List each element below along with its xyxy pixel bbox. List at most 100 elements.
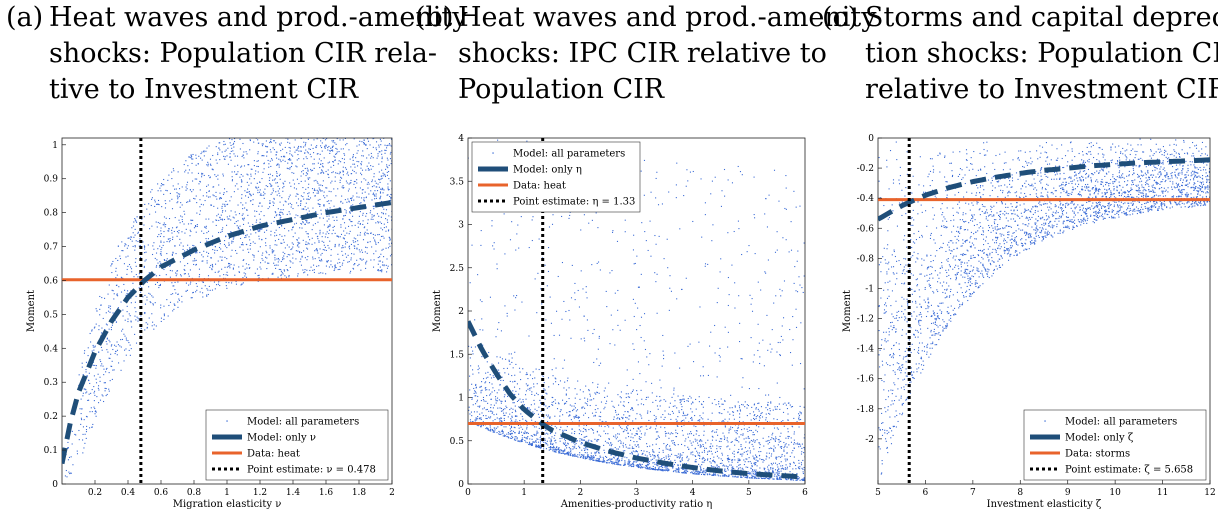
- model-only-line: [878, 157, 1210, 222]
- x-tick-label: 1.8: [352, 488, 367, 498]
- y-tick-label: 0: [52, 480, 58, 490]
- x-tick-label: 1: [224, 488, 230, 498]
- y-tick-label: -0.2: [857, 164, 874, 174]
- legend-entry: Data: heat: [247, 449, 300, 460]
- chart-panel-b: 0 1 2 3 4 5 600.511.522.533.54Amenities-produc…: [432, 134, 808, 510]
- y-tick-label: 3: [458, 221, 464, 231]
- legend-entry: Model: only η: [513, 165, 582, 176]
- x-tick-label: 6: [802, 488, 808, 498]
- x-axis-label: Migration elasticity ν: [173, 499, 282, 510]
- caption-c-line-2: tion shocks: Population CIR: [865, 38, 1218, 69]
- x-tick-label: 7: [970, 488, 976, 498]
- y-tick-label: -1.2: [857, 315, 874, 325]
- y-tick-label: 1: [52, 141, 58, 151]
- caption-b: (b) Heat waves and prod.-amenity shocks: …: [415, 0, 877, 108]
- legend-entry: Model: only ζ: [1065, 433, 1134, 444]
- x-axis-label: Amenities-productivity ratio η: [560, 499, 713, 510]
- caption-a-tag: (a): [6, 2, 44, 33]
- x-tick-label: 1.2: [253, 488, 267, 498]
- x-tick-label: 2: [577, 488, 583, 498]
- y-tick-label: -1.4: [857, 345, 875, 355]
- y-tick-label: 0.5: [450, 437, 465, 447]
- x-tick-label: 1: [521, 488, 527, 498]
- y-tick-label: 2: [458, 307, 464, 317]
- y-tick-label: -2: [865, 435, 874, 445]
- x-tick-label: 0.6: [154, 488, 169, 498]
- legend-entry: Data: storms: [1065, 449, 1130, 460]
- scatter-all-parameters: [878, 138, 1210, 475]
- legend-swatch-scatter: [492, 152, 494, 154]
- legend-entry: Point estimate: ζ = 5.658: [1065, 465, 1193, 476]
- scatter-all-parameters: [468, 138, 805, 482]
- y-tick-label: -1: [865, 284, 874, 294]
- y-tick-label: -1.6: [857, 375, 875, 385]
- caption-b-tag: (b): [415, 2, 454, 33]
- legend: Model: all parameters Model: only ζ Data: …: [1023, 409, 1207, 481]
- caption-c-tag: (c): [822, 2, 859, 33]
- y-tick-label: 0.7: [44, 243, 59, 253]
- caption-a-line-3: tive to Investment CIR: [49, 74, 359, 105]
- x-tick-label: 5: [746, 488, 752, 498]
- chart-panel-a: 0.2 0.4 0.6 0.8 1 1.2 1.4 1.6 1.8 2 0 0.1 0.2 0.3 0.4 0…: [26, 137, 395, 510]
- x-tick-label: 12: [1204, 488, 1215, 498]
- x-tick-label: 3: [634, 488, 640, 498]
- legend-entry: Point estimate: ν = 0.478: [247, 465, 376, 476]
- model-only-line: [468, 320, 805, 480]
- y-tick-label: 0.8: [44, 209, 59, 219]
- x-tick-label: 9: [1065, 488, 1071, 498]
- x-tick-label: 1.4: [286, 488, 301, 498]
- y-tick-label: 0.4: [44, 344, 59, 354]
- caption-a: (a) Heat waves and prod.-amenity shocks: …: [6, 0, 468, 108]
- y-axis-label: Moment: [26, 290, 37, 332]
- scatter-all-parameters: [64, 138, 392, 478]
- y-tick-label: 1: [458, 394, 464, 404]
- caption-b-line-3: Population CIR: [458, 74, 665, 105]
- y-tick-label: 1.5: [450, 350, 465, 360]
- x-tick-label: 0: [465, 488, 471, 498]
- y-tick-label: 0: [868, 134, 874, 144]
- legend-entry: Data: heat: [513, 181, 566, 192]
- plot-frame: [877, 137, 1211, 485]
- caption-c: (c)Storms and capital deprecia- tion sho…: [822, 0, 1218, 108]
- caption-a-line-2: shocks: Population CIR rela-: [49, 38, 437, 69]
- caption-b-line-1: Heat waves and prod.-amenity: [458, 2, 877, 33]
- y-tick-label: -0.8: [857, 254, 875, 264]
- y-tick-label: 0.3: [44, 378, 59, 388]
- x-tick-label: 0.8: [187, 488, 202, 498]
- y-axis-label: Moment: [432, 290, 443, 332]
- y-tick-label: 0.5: [44, 310, 59, 320]
- legend-entry: Model: all parameters: [1065, 417, 1177, 428]
- y-tick-label: 4: [458, 134, 464, 144]
- model-only-line: [62, 200, 392, 465]
- y-tick-label: 2.5: [450, 264, 465, 274]
- legend-entry: Model: all parameters: [247, 417, 359, 428]
- x-tick-label: 6: [923, 488, 929, 498]
- x-tick-label: 0.4: [121, 488, 136, 498]
- y-tick-label: -0.4: [857, 194, 875, 204]
- caption-c-line-1: Storms and capital deprecia-: [865, 2, 1218, 33]
- x-tick-label: 10: [1109, 488, 1121, 498]
- y-tick-label: 0: [458, 480, 464, 490]
- caption-b-line-2: shocks: IPC CIR relative to: [458, 38, 827, 69]
- x-tick-label: 8: [1017, 488, 1023, 498]
- x-tick-label: 1.6: [319, 488, 334, 498]
- legend: Model: all parameters Model: only η Data: …: [471, 141, 641, 213]
- caption-a-line-1: Heat waves and prod.-amenity: [49, 2, 468, 33]
- caption-c-line-3: relative to Investment CIR: [865, 74, 1218, 105]
- y-tick-label: 0.1: [44, 446, 58, 456]
- y-axis-label: Moment: [842, 290, 853, 332]
- y-tick-label: -0.6: [857, 224, 875, 234]
- legend-swatch-scatter: [1044, 420, 1046, 422]
- y-tick-label: 0.2: [44, 412, 58, 422]
- y-tick-label: 0.6: [44, 276, 59, 286]
- x-tick-label: 5: [875, 488, 881, 498]
- x-tick-label: 11: [1157, 488, 1168, 498]
- y-tick-label: 3.5: [450, 177, 465, 187]
- legend-entry: Point estimate: η = 1.33: [513, 197, 635, 208]
- x-axis-label: Investment elasticity ζ: [987, 499, 1102, 510]
- legend: Model: all parameters Model: only ν Data: …: [205, 409, 389, 481]
- legend-swatch-scatter: [226, 420, 228, 422]
- x-tick-label: 4: [690, 488, 696, 498]
- y-tick-label: -1.8: [857, 405, 875, 415]
- legend-entry: Model: only ν: [247, 433, 316, 444]
